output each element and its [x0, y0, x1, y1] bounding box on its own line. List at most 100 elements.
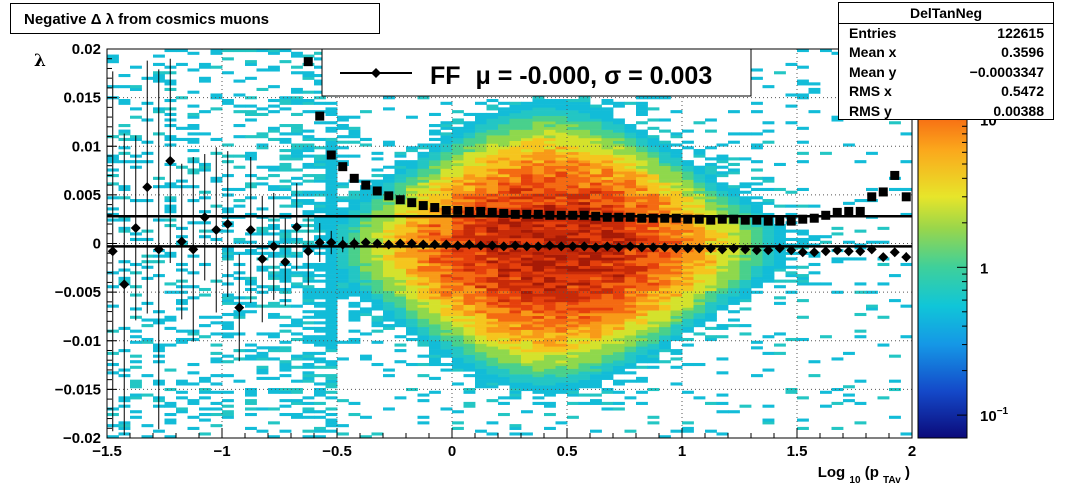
heatmap-cell: [682, 307, 694, 311]
heatmap-cell: [498, 293, 510, 297]
heatmap-cell: [544, 262, 556, 267]
heatmap-cell: [739, 207, 752, 211]
heatmap-cell: [544, 104, 556, 108]
heatmap-cell: [325, 268, 338, 272]
heatmap-cell: [486, 324, 499, 328]
heatmap-cell: [429, 279, 441, 283]
heatmap-cell: [475, 168, 487, 172]
heatmap-cell: [475, 324, 487, 328]
heatmap-cell: [647, 174, 660, 178]
heatmap-cell: [647, 190, 660, 194]
heatmap-cell: [659, 240, 671, 244]
heatmap-cell: [647, 201, 660, 205]
y-tick-label: −0.015: [55, 381, 101, 398]
heatmap-cell: [751, 207, 763, 211]
heatmap-cell: [394, 249, 407, 253]
heatmap-cell: [440, 346, 453, 350]
heatmap-cell: [452, 149, 464, 153]
heatmap-cell: [544, 299, 556, 303]
heatmap-cell: [325, 199, 338, 203]
heatmap-cell: [509, 196, 522, 200]
heatmap-cell: [636, 207, 648, 211]
heatmap-cell: [256, 368, 269, 372]
heatmap-cell: [325, 168, 338, 172]
heatmap-cell: [532, 293, 545, 297]
mean-point: [395, 238, 406, 249]
heatmap-cell: [463, 154, 476, 158]
heatmap-cell: [532, 171, 545, 175]
heatmap-cell: [199, 65, 211, 69]
heatmap-cell: [417, 212, 430, 217]
heatmap-cell: [475, 237, 487, 242]
heatmap-cell: [693, 168, 706, 172]
heatmap-cell: [670, 429, 683, 433]
heatmap-cell: [590, 112, 602, 116]
heatmap-cell: [532, 268, 545, 272]
heatmap-cell: [233, 379, 246, 383]
heatmap-cell: [107, 54, 119, 58]
heatmap-cell: [555, 115, 568, 119]
heatmap-cell: [521, 160, 533, 164]
heatmap-cell: [555, 104, 568, 108]
heatmap-cell: [475, 229, 487, 233]
heatmap-cell: [659, 237, 671, 242]
heatmap-cell: [371, 307, 384, 311]
heatmap-cell: [463, 193, 476, 197]
heatmap-cell: [348, 207, 361, 211]
heatmap-cell: [567, 351, 579, 355]
heatmap-cell: [854, 160, 867, 164]
heatmap-cell: [590, 107, 602, 111]
heatmap-cell: [394, 162, 407, 166]
heatmap-cell: [417, 301, 430, 305]
heatmap-cell: [785, 337, 798, 342]
heatmap-cell: [452, 160, 464, 164]
heatmap-cell: [808, 82, 821, 86]
heatmap-cell: [486, 251, 499, 255]
heatmap-cell: [716, 196, 729, 200]
heatmap-cell: [889, 387, 901, 392]
heatmap-cell: [463, 296, 476, 300]
heatmap-cell: [797, 282, 809, 286]
heatmap-cell: [624, 307, 637, 311]
heatmap-cell: [693, 240, 706, 244]
heatmap-cell: [751, 374, 763, 378]
heatmap-cell: [521, 126, 533, 130]
heatmap-cell: [509, 337, 522, 342]
heatmap-cell: [452, 232, 464, 236]
heatmap-cell: [394, 165, 407, 169]
heatmap-cell: [590, 251, 602, 255]
heatmap-cell: [613, 318, 625, 322]
heatmap-cell: [371, 226, 384, 230]
heatmap-cell: [624, 318, 637, 322]
heatmap-cell: [521, 157, 533, 161]
heatmap-cell: [693, 154, 706, 158]
heatmap-cell: [325, 385, 338, 389]
heatmap-cell: [866, 240, 878, 244]
heatmap-cell: [624, 204, 637, 208]
heatmap-cell: [394, 171, 407, 175]
heatmap-cell: [279, 340, 292, 344]
heatmap-cell: [590, 335, 602, 339]
heatmap-cell: [532, 390, 545, 394]
heatmap-cell: [291, 143, 303, 147]
heatmap-cell: [555, 254, 568, 258]
heatmap-cell: [590, 124, 602, 128]
heatmap-cell: [222, 312, 234, 317]
heatmap-cell: [624, 296, 637, 300]
heatmap-cell: [463, 187, 476, 192]
heatmap-cell: [544, 307, 556, 311]
heatmap-cell: [291, 129, 303, 133]
heatmap-cell: [498, 321, 510, 325]
heatmap-cell: [636, 168, 648, 172]
heatmap-cell: [440, 310, 453, 314]
heatmap-cell: [659, 274, 671, 278]
mean-point: [636, 242, 647, 253]
heatmap-cell: [371, 221, 384, 225]
heatmap-cell: [371, 304, 384, 308]
heatmap-cell: [348, 265, 361, 269]
heatmap-cell: [601, 376, 614, 380]
heatmap-cell: [429, 282, 441, 286]
heatmap-cell: [486, 282, 499, 286]
heatmap-cell: [383, 296, 395, 300]
heatmap-cell: [889, 354, 901, 358]
